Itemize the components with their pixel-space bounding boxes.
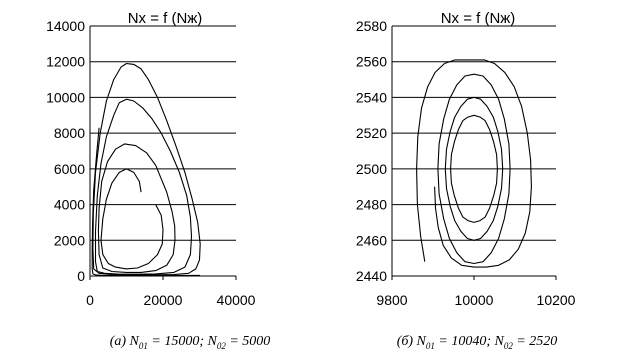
series-group [416, 59, 532, 268]
y-tick-label: 2000 [54, 232, 85, 248]
y-tick-label: 8000 [54, 125, 85, 141]
y-tick-label: 2440 [356, 268, 387, 284]
grid [391, 25, 557, 280]
x-tick-label: 20000 [144, 292, 183, 308]
y-tick-label: 2540 [356, 89, 387, 105]
x-tick-label: 40000 [217, 292, 256, 308]
chart-title: Nx = f (Nж) [441, 10, 516, 27]
series-line [91, 127, 201, 277]
series-line [444, 96, 504, 241]
series-line [450, 114, 498, 223]
chart-panel-a: Nx = f (Nж) 0 2000 4000 6000 8000 10000 12000 1… [46, 10, 270, 351]
y-tick-label: 0 [77, 268, 85, 284]
x-tick-label: 9800 [376, 292, 407, 308]
series-group [91, 62, 201, 277]
x-tick-labels: 9800 10000 10200 [376, 292, 575, 308]
y-tick-label: 14000 [46, 18, 85, 34]
grid [89, 25, 237, 280]
series-line [92, 62, 201, 276]
y-tick-label: 2480 [356, 197, 387, 213]
x-tick-label: 10000 [455, 292, 494, 308]
chart-title: Nx = f (Nж) [128, 10, 203, 27]
x-tick-label: 10200 [537, 292, 576, 308]
x-tick-label: 0 [86, 292, 94, 308]
y-tick-label: 2580 [356, 18, 387, 34]
y-tick-labels: 0 2000 4000 6000 8000 10000 12000 14000 [46, 18, 85, 284]
series-line [97, 143, 176, 273]
figure-caption: (б) N01 = 10040; N02 = 2520 [397, 334, 558, 351]
y-tick-label: 6000 [54, 161, 85, 177]
y-tick-label: 2520 [356, 125, 387, 141]
y-tick-label: 2560 [356, 54, 387, 70]
x-tick-labels: 0 20000 40000 [86, 292, 256, 308]
y-tick-label: 4000 [54, 197, 85, 213]
y-tick-label: 12000 [46, 54, 85, 70]
series-line [416, 59, 532, 268]
figure-caption: (a) N01 = 15000; N02 = 5000 [110, 334, 271, 351]
chart-panel-b: Nx = f (Nж) 2440 2460 2480 2500 2520 2540 2560… [356, 10, 576, 351]
y-tick-label: 10000 [46, 89, 85, 105]
series-line [437, 73, 511, 265]
y-tick-labels: 2440 2460 2480 2500 2520 2540 2560 2580 [356, 18, 387, 284]
series-line [100, 168, 164, 270]
y-tick-label: 2460 [356, 232, 387, 248]
y-tick-label: 2500 [356, 161, 387, 177]
series-line [94, 98, 193, 275]
